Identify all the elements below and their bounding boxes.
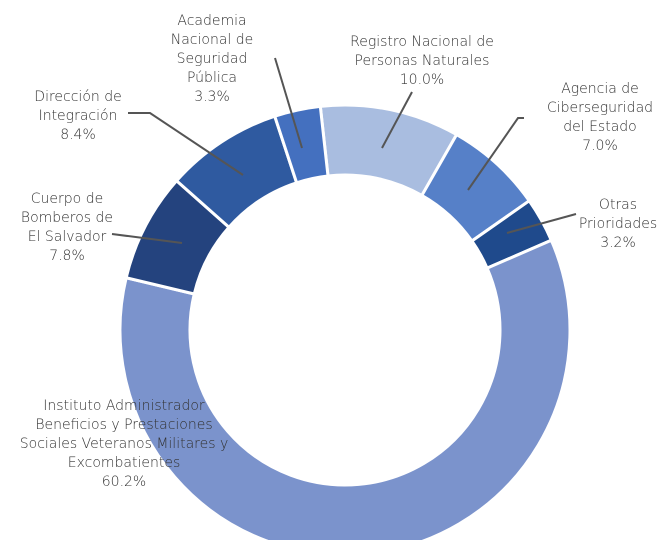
value-label: 7.8% — [49, 248, 85, 264]
value-label: 60.2% — [101, 474, 147, 490]
slice-label: Otras Prioridades 3.2% — [498, 196, 663, 253]
leader-line — [467, 117, 524, 191]
category-name: Otras Prioridades — [578, 197, 658, 232]
category-name: Cuerpo de Bomberos de El Salvador — [20, 191, 114, 245]
slice — [118, 238, 572, 540]
category-name: Academia Nacional de Seguridad Pública — [170, 13, 254, 86]
slice-label: Instituto Administrador Beneficios y Pre… — [4, 397, 244, 492]
slice-label: Registro Nacional de Personas Naturales 1… — [302, 33, 542, 90]
leader-line — [111, 233, 183, 244]
category-name: Instituto Administrador Beneficios y Pre… — [19, 398, 229, 471]
slice-label: Academia Nacional de Seguridad Pública 3.… — [92, 12, 332, 107]
leader-line — [128, 112, 244, 176]
slice-label: Agencia de Ciberseguridad del Estado 7.0% — [480, 80, 663, 156]
value-label: 3.2% — [600, 235, 636, 251]
value-label: 7.0% — [582, 138, 618, 154]
category-name: Dirección de Integración — [34, 89, 122, 124]
leader-line — [506, 213, 577, 234]
category-name: Registro Nacional de Personas Naturales — [350, 34, 494, 69]
category-name: Agencia de Ciberseguridad del Estado — [546, 81, 654, 135]
leader-line — [274, 57, 303, 149]
value-label: 3.3% — [194, 89, 230, 105]
slice-label: Dirección de Integración 8.4% — [0, 88, 198, 145]
leader-line — [381, 91, 413, 149]
slice-label: Cuerpo de Bomberos de El Salvador 7.8% — [0, 190, 187, 266]
value-label: 10.0% — [399, 72, 445, 88]
value-label: 8.4% — [60, 127, 96, 143]
